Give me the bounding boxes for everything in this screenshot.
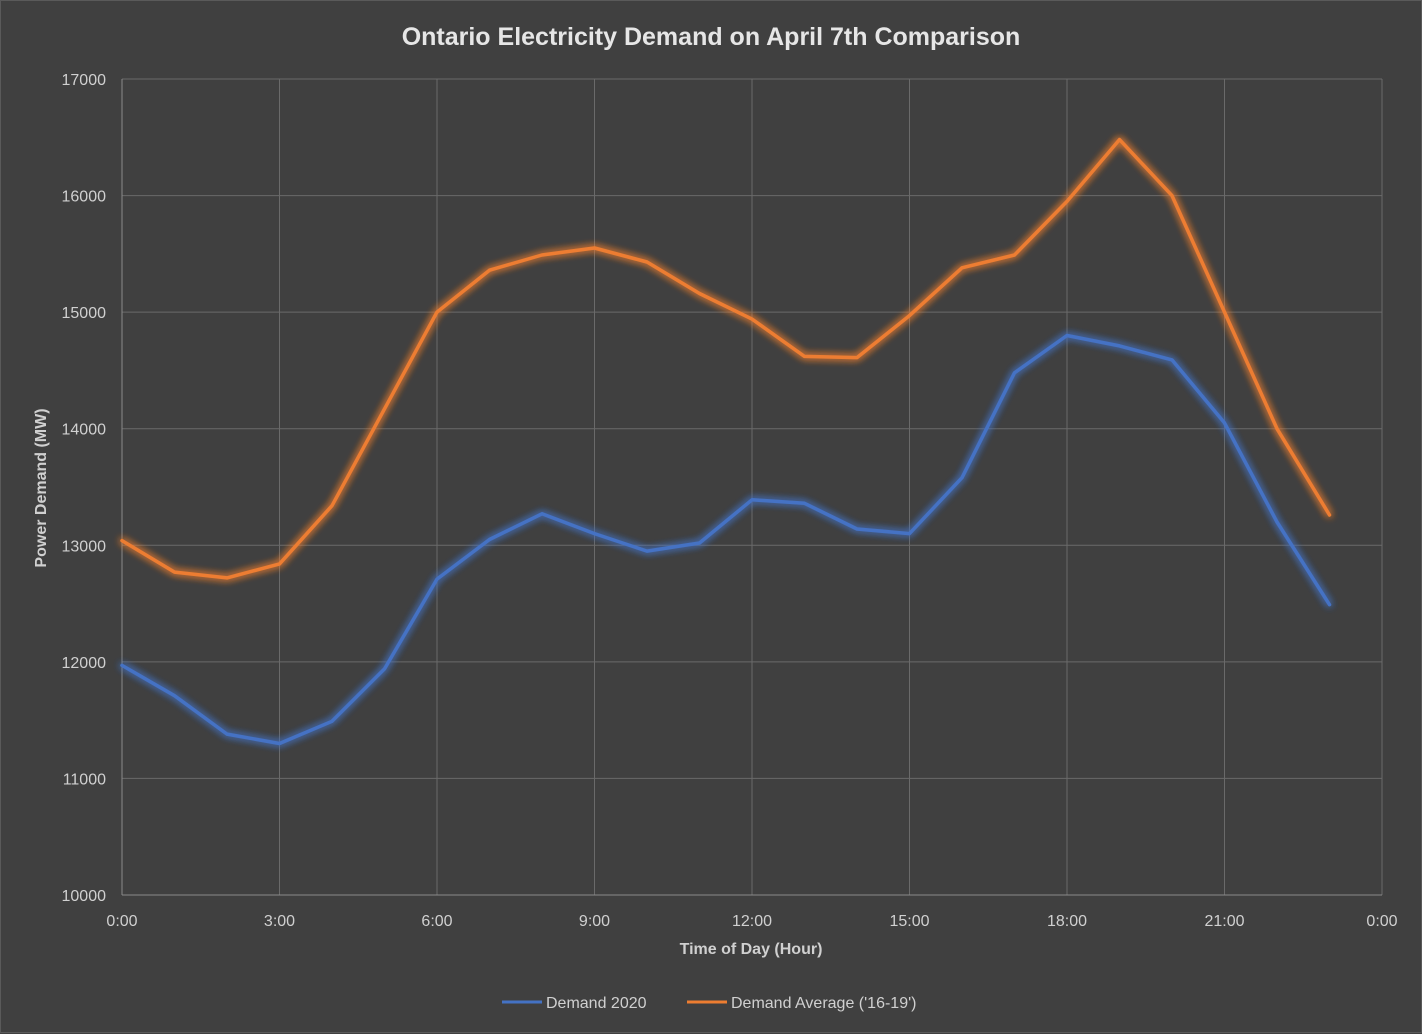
x-tick-label: 6:00	[421, 913, 452, 930]
gridlines	[121, 78, 1383, 895]
x-tick-label: 18:00	[1047, 913, 1087, 930]
y-tick-label: 12000	[62, 655, 107, 672]
x-tick-label: 0:00	[1366, 913, 1397, 930]
axes: 10000 11000 12000 13000 14000 15000 16000 17000…	[62, 72, 1398, 930]
y-axis-title: Power Demand (MW)	[33, 408, 50, 567]
y-tick-label: 15000	[62, 305, 107, 322]
series-line-1	[120, 333, 1332, 746]
legend: Demand 2020 Demand Average ('16-19')	[502, 995, 916, 1012]
x-tick-label: 21:00	[1204, 913, 1244, 930]
y-tick-label: 14000	[62, 422, 107, 439]
x-tick-label: 15:00	[889, 913, 929, 930]
y-tick-label: 10000	[62, 888, 107, 905]
x-tick-label: 3:00	[264, 913, 295, 930]
series	[120, 137, 1332, 746]
y-tick-label: 13000	[62, 538, 107, 555]
y-tick-label: 17000	[62, 72, 107, 89]
legend-label: Demand Average ('16-19')	[731, 995, 916, 1012]
series-line-2	[120, 137, 1332, 580]
y-tick-label: 11000	[63, 771, 106, 788]
x-tick-label: 9:00	[579, 913, 610, 930]
y-tick-label: 16000	[62, 189, 107, 206]
x-tick-label: 0:00	[106, 913, 137, 930]
x-tick-label: 12:00	[732, 913, 772, 930]
legend-label: Demand 2020	[546, 995, 647, 1012]
chart-title: Ontario Electricity Demand on April 7th …	[402, 23, 1021, 51]
x-axis-title: Time of Day (Hour)	[680, 941, 823, 958]
